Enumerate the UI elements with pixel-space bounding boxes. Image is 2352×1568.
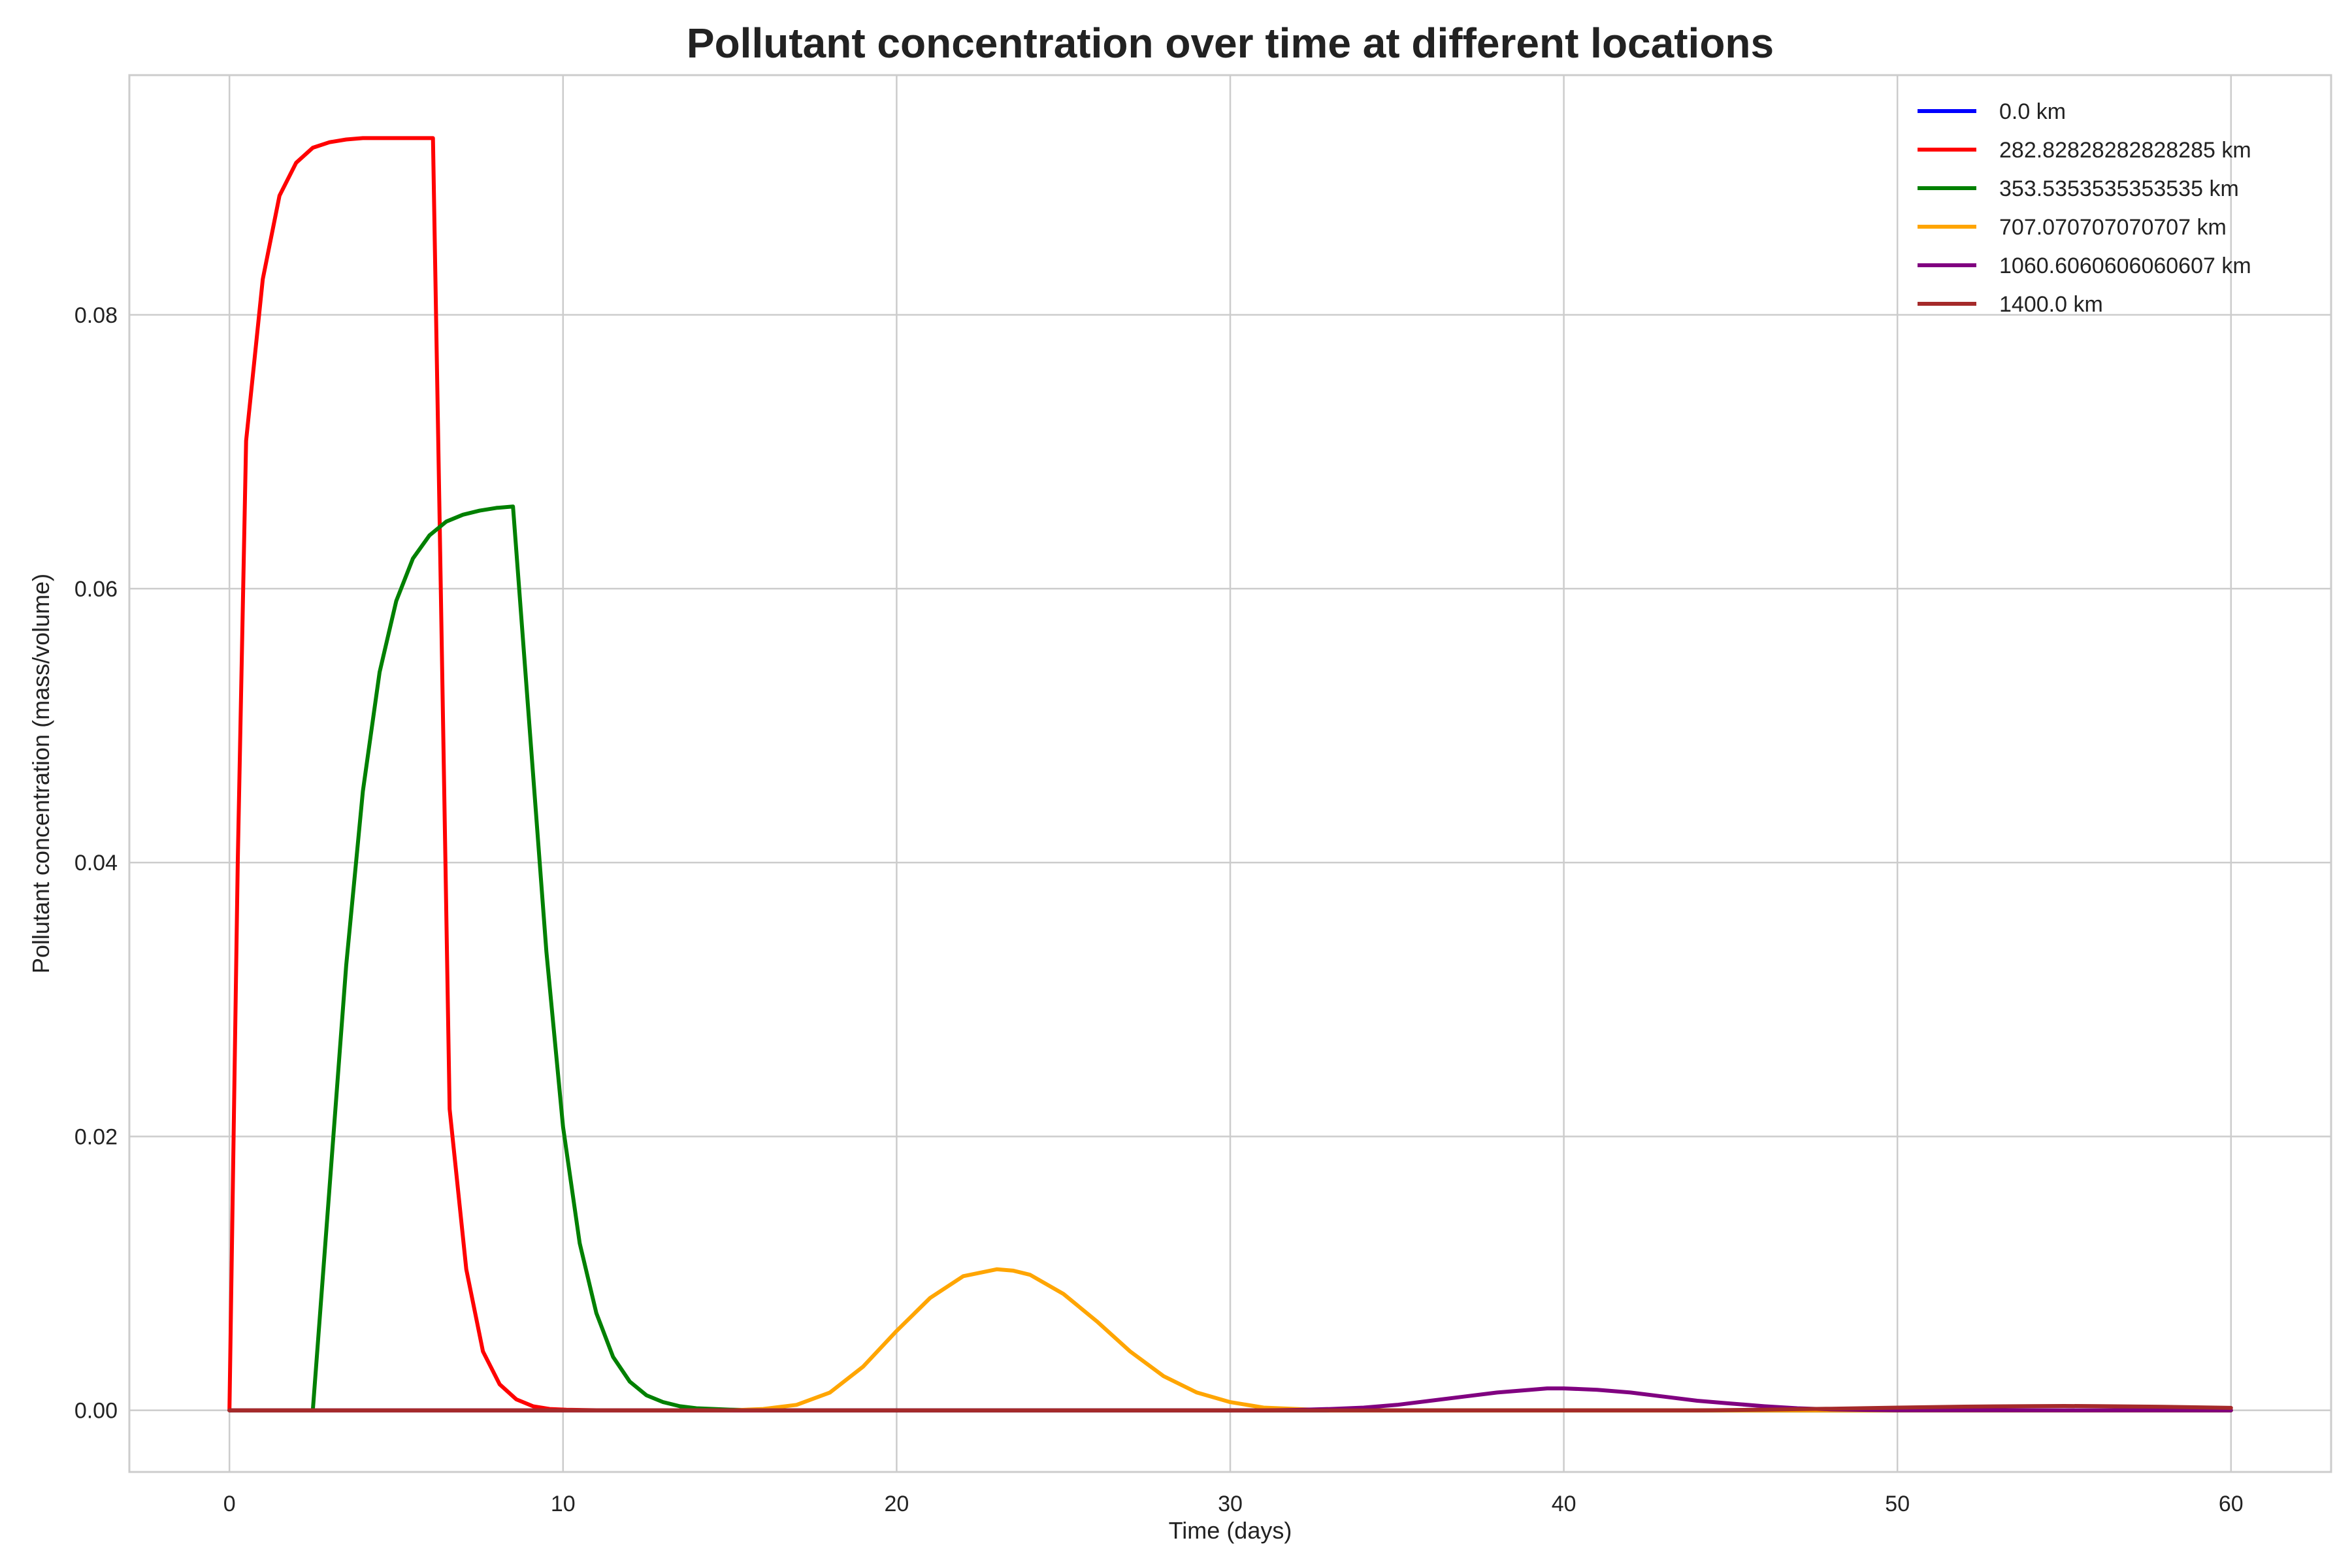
legend: 0.0 km 282.82828282828285 km 353.535353535…	[1918, 99, 2251, 317]
plot-frame	[128, 74, 2332, 1473]
y-axis-label: Pollutant concentration (mass/volume)	[27, 574, 54, 973]
y-tick-label: 0.00	[74, 1399, 118, 1424]
x-tick-label: 0	[223, 1492, 236, 1516]
series-layer	[227, 136, 2233, 1413]
y-tick-label: 0.04	[74, 851, 118, 875]
x-axis-ticks: 0 10 20 30 40 50 60	[223, 1492, 2244, 1516]
y-tick-label: 0.02	[74, 1124, 118, 1149]
legend-label-0: 0.0 km	[1999, 99, 2066, 124]
y-axis-ticks: 0.00 0.02 0.04 0.06 0.08	[74, 303, 118, 1424]
x-tick-label: 10	[551, 1492, 576, 1516]
legend-label-3: 707.070707070707 km	[1999, 215, 2227, 240]
x-tick-label: 60	[2219, 1492, 2244, 1516]
x-tick-label: 40	[1552, 1492, 1576, 1516]
x-tick-label: 20	[884, 1492, 909, 1516]
x-axis-label: Time (days)	[1169, 1517, 1292, 1544]
legend-label-1: 282.82828282828285 km	[1999, 138, 2251, 163]
series-line-2	[227, 504, 2233, 1413]
legend-label-2: 353.5353535353535 km	[1999, 176, 2239, 201]
legend-label-4: 1060.6060606060607 km	[1999, 253, 2251, 278]
x-tick-label: 50	[1885, 1492, 1910, 1516]
y-tick-label: 0.08	[74, 303, 118, 328]
x-tick-label: 30	[1218, 1492, 1243, 1516]
series-line-3	[227, 1267, 2233, 1413]
legend-label-5: 1400.0 km	[1999, 292, 2103, 317]
y-tick-label: 0.06	[74, 577, 118, 602]
series-line-5	[227, 1404, 2233, 1413]
chart-title: Pollutant concentration over time at dif…	[687, 20, 1774, 67]
